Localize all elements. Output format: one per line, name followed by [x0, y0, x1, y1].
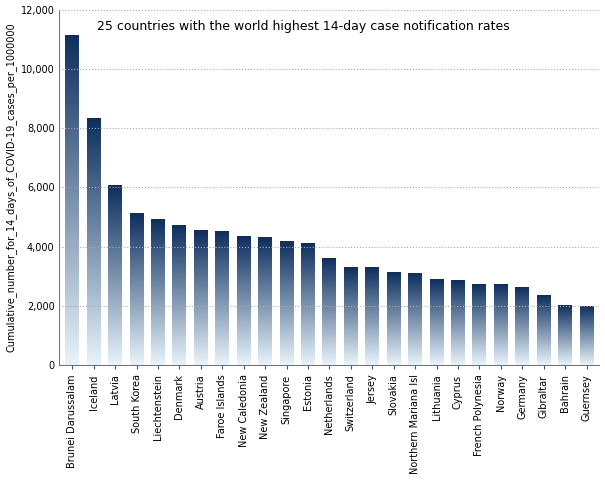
Y-axis label: Cumulative_number_for_14_days_of_COVID-19_cases_per_1000000: Cumulative_number_for_14_days_of_COVID-1…: [5, 23, 16, 352]
Text: 25 countries with the world highest 14-day case notification rates: 25 countries with the world highest 14-d…: [97, 20, 510, 33]
